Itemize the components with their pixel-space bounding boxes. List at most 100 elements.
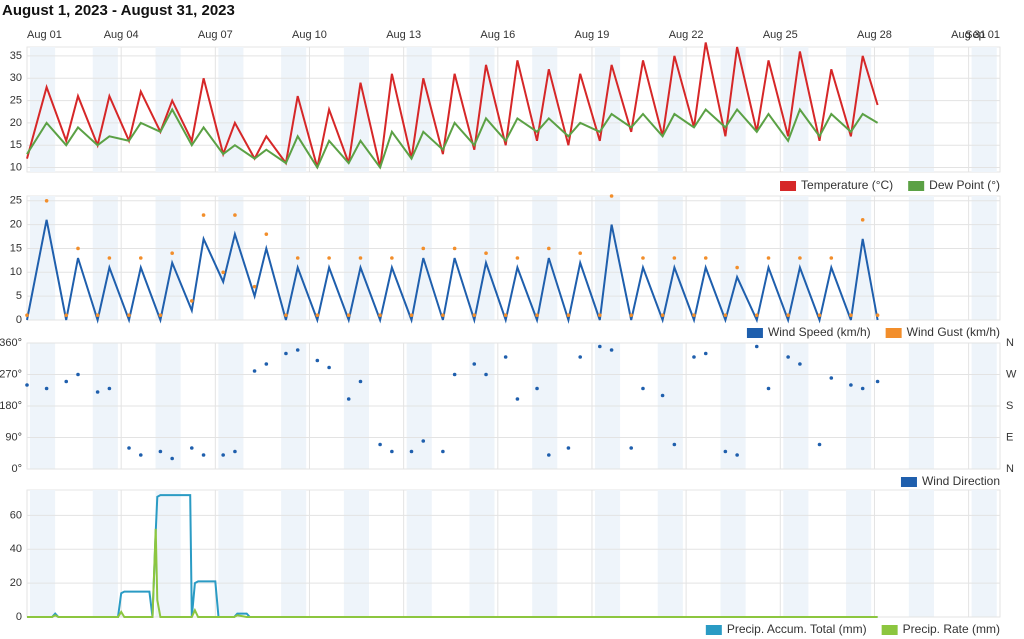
- data-point: [390, 449, 394, 454]
- data-point: [860, 218, 865, 222]
- x-tick-label: Aug 01: [27, 29, 62, 41]
- y-tick-label: 20: [10, 117, 22, 129]
- data-point: [158, 313, 163, 318]
- y2-tick-label: N: [1006, 337, 1014, 349]
- data-point: [284, 313, 288, 318]
- page-title: August 1, 2023 - August 31, 2023: [2, 2, 235, 19]
- legend-swatch: [885, 328, 902, 338]
- data-point: [409, 313, 414, 318]
- data-point: [95, 313, 100, 318]
- day-band: [155, 490, 181, 617]
- y2-tick-label: W: [1006, 368, 1017, 380]
- data-point: [829, 256, 834, 260]
- data-point: [566, 313, 571, 318]
- y-tick-label: 0: [16, 314, 22, 326]
- data-point: [766, 256, 771, 260]
- data-point: [798, 256, 802, 260]
- data-point: [735, 265, 739, 270]
- data-point: [64, 313, 69, 318]
- data-point: [95, 390, 100, 394]
- day-band: [657, 196, 683, 320]
- data-point: [189, 299, 194, 303]
- day-band: [343, 196, 369, 320]
- x-tick-label: Aug 04: [104, 29, 139, 41]
- day-band: [594, 490, 621, 617]
- y-tick-label: 20: [10, 577, 22, 589]
- y-tick-label: 25: [10, 94, 22, 106]
- data-point: [264, 362, 269, 366]
- data-point: [127, 313, 131, 318]
- series-line: [26, 107, 879, 170]
- x-tick-label: Aug 22: [669, 29, 704, 41]
- day-band: [720, 196, 746, 320]
- day-band: [594, 47, 621, 172]
- data-point: [107, 256, 112, 260]
- legend-label: Dew Point (°): [929, 178, 1000, 192]
- legend-swatch: [900, 477, 917, 487]
- y-tick-label: 360°: [0, 337, 22, 349]
- data-point: [233, 449, 237, 454]
- plot-area: [26, 489, 1001, 618]
- data-point: [703, 351, 708, 356]
- data-point: [484, 251, 488, 256]
- day-band: [281, 196, 307, 320]
- day-band: [218, 196, 244, 320]
- data-point: [25, 383, 29, 387]
- data-point: [641, 256, 645, 260]
- y-tick-label: 0: [16, 611, 22, 623]
- day-band: [532, 490, 558, 617]
- data-point: [609, 194, 614, 198]
- day-band: [343, 490, 369, 617]
- data-point: [692, 355, 696, 359]
- panel: 10 15 20 25 30 35 Dew Point (°) Temperature (°C…: [10, 42, 1001, 192]
- series-line: [26, 42, 879, 168]
- day-band: [92, 196, 118, 320]
- data-point: [221, 270, 225, 275]
- day-band: [30, 47, 56, 172]
- data-point: [515, 256, 520, 260]
- data-point: [201, 213, 206, 217]
- data-point: [44, 198, 49, 203]
- data-point: [660, 313, 665, 318]
- data-point: [641, 386, 645, 391]
- data-point: [786, 313, 790, 318]
- day-band: [908, 196, 934, 320]
- legend-label: Wind Gust (km/h): [907, 325, 1000, 339]
- data-point: [598, 313, 602, 318]
- data-point: [295, 348, 300, 352]
- day-band: [469, 490, 495, 617]
- data-point: [138, 256, 143, 260]
- data-point: [315, 313, 320, 318]
- legend-label: Precip. Accum. Total (mm): [727, 622, 867, 636]
- data-point: [754, 344, 759, 349]
- data-point: [346, 313, 351, 318]
- data-point: [817, 442, 822, 447]
- y-tick-label: 25: [10, 195, 22, 207]
- day-band: [92, 490, 118, 617]
- data-point: [660, 393, 665, 398]
- data-point: [252, 284, 257, 289]
- data-point: [452, 246, 457, 251]
- day-band: [657, 47, 683, 172]
- y2-tick-label: N: [1006, 463, 1014, 475]
- data-point: [703, 256, 708, 260]
- data-point: [829, 376, 834, 380]
- data-point: [346, 397, 351, 401]
- legend-label: Wind Direction: [922, 474, 1000, 488]
- y-tick-label: 10: [10, 161, 22, 173]
- data-point: [390, 256, 394, 260]
- data-point: [875, 313, 880, 318]
- data-point: [566, 446, 571, 450]
- x-tick-label: Aug 16: [480, 29, 515, 41]
- day-band: [469, 47, 495, 172]
- data-point: [252, 369, 257, 373]
- legend-swatch: [881, 625, 898, 635]
- y-tick-label: 10: [10, 266, 22, 278]
- day-band: [281, 490, 307, 617]
- x-tick-label: Aug 07: [198, 29, 233, 41]
- day-band: [469, 196, 495, 320]
- data-point: [515, 397, 520, 401]
- data-point: [860, 386, 865, 391]
- day-band: [281, 47, 307, 172]
- data-point: [766, 386, 771, 391]
